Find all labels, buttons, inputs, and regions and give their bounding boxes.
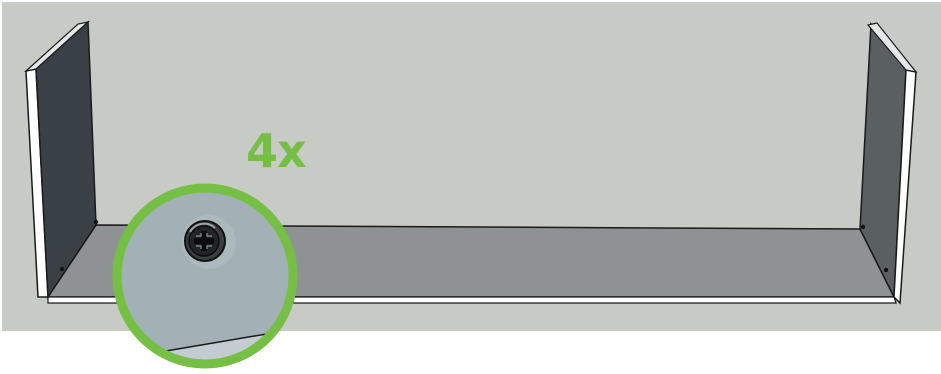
magnified-callout <box>112 183 298 369</box>
right-panel-hole-icon <box>860 224 866 230</box>
left-panel-hole-icon <box>59 266 65 272</box>
quantity-label: 4x <box>246 124 307 178</box>
screw-head-icon <box>182 215 236 269</box>
right-panel-top-edge <box>866 22 918 73</box>
left-panel-hole-icon <box>93 219 99 225</box>
left-panel-top-edge <box>23 20 91 73</box>
right-panel-hole-icon <box>883 267 889 273</box>
right-side-panel <box>859 21 918 305</box>
left-side-panel <box>23 20 99 300</box>
callout-ring <box>112 183 298 369</box>
